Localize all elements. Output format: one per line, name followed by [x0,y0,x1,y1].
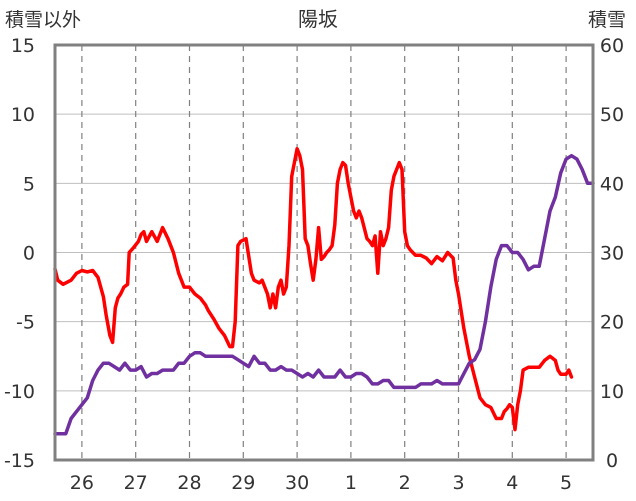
x-tick-label: 2 [399,472,411,494]
x-tick-label: 1 [345,472,357,494]
x-tick-label: 28 [177,472,201,494]
right-tick-label: 50 [600,104,624,126]
series-line-2 [53,153,595,436]
left-axis-title: 積雪以外 [5,9,81,31]
plot-frame [53,43,595,462]
left-tick-label: 0 [23,243,35,265]
left-tick-label: -5 [16,312,35,334]
right-tick-label: 30 [600,243,624,265]
right-tick-label: 10 [600,381,624,403]
chart-title: 陽坂 [298,7,338,31]
left-tick-label: -15 [4,450,35,472]
x-tick-label: 30 [285,472,309,494]
x-tick-label: 3 [452,472,464,494]
right-tick-label: 20 [600,312,624,334]
left-tick-label: -10 [4,381,35,403]
x-tick-label: 26 [70,472,94,494]
x-tick-label: 5 [560,472,572,494]
right-tick-label: 0 [606,450,618,472]
series-group [53,147,595,436]
x-tick-label: 27 [124,472,148,494]
x-tick-label: 29 [231,472,255,494]
x-tick-label: 4 [506,472,518,494]
left-tick-label: 10 [11,104,35,126]
left-tick-label: 5 [23,173,35,195]
grid [55,45,593,460]
right-tick-label: 40 [600,173,624,195]
series-line-1 [53,147,574,432]
right-tick-label: 60 [600,35,624,57]
right-axis-title: 積雪 [588,9,626,31]
left-tick-label: 15 [11,35,35,57]
